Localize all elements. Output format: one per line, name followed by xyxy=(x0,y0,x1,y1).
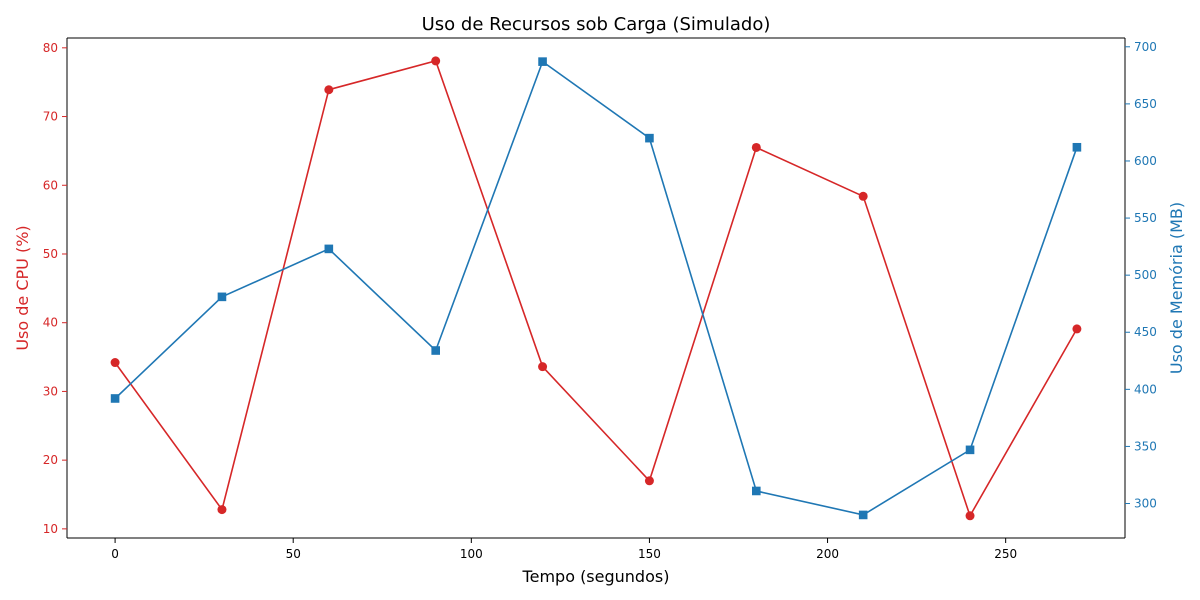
chart-title: Uso de Recursos sob Carga (Simulado) xyxy=(422,14,771,35)
x-axis-label: Tempo (segundos) xyxy=(522,567,670,586)
y-left-tick-label: 80 xyxy=(43,41,58,55)
cpu-data-point xyxy=(965,511,975,521)
memory-data-point xyxy=(965,445,975,455)
cpu-data-point xyxy=(644,476,654,486)
memory-series-line xyxy=(114,60,1078,516)
y-left-tick-label: 50 xyxy=(43,247,58,261)
y-left-tick-label: 60 xyxy=(43,178,58,192)
x-tick-label: 200 xyxy=(816,547,839,561)
x-tick-label: 100 xyxy=(460,547,483,561)
memory-data-point xyxy=(645,133,654,143)
cpu-data-point xyxy=(431,56,441,66)
y-left-tick-label: 30 xyxy=(43,384,58,398)
y-left-tick-label: 70 xyxy=(43,110,58,124)
y-right-tick-label: 300 xyxy=(1134,497,1157,511)
x-tick-label: 150 xyxy=(638,547,661,561)
y-right-tick-label: 550 xyxy=(1134,211,1157,225)
x-tick-label: 0 xyxy=(111,547,119,561)
y-right-tick-label: 400 xyxy=(1134,382,1157,396)
cpu-data-point xyxy=(1072,324,1082,334)
cpu-data-point xyxy=(110,358,120,368)
y-right-tick-label: 350 xyxy=(1134,439,1157,453)
x-tick-label: 250 xyxy=(994,547,1017,561)
x-tick-label: 50 xyxy=(286,547,301,561)
memory-data-point xyxy=(752,486,761,496)
y-right-tick-label: 450 xyxy=(1134,325,1157,339)
cpu-data-point xyxy=(858,191,868,201)
y-axis-right-label: Uso de Memória (MB) xyxy=(1167,202,1186,374)
memory-data-point xyxy=(110,394,120,403)
y-right-tick-label: 500 xyxy=(1134,268,1157,282)
memory-data-point xyxy=(431,346,440,355)
memory-data-point xyxy=(538,57,547,66)
y-right-tick-label: 650 xyxy=(1134,97,1157,111)
cpu-series-line xyxy=(114,59,1078,518)
memory-data-point xyxy=(324,244,334,254)
y-right-tick-label: 700 xyxy=(1134,40,1157,54)
cpu-data-point xyxy=(324,85,334,95)
memory-data-point xyxy=(217,292,227,302)
cpu-data-point xyxy=(217,505,227,515)
y-axis-left-label: Uso de CPU (%) xyxy=(13,225,32,350)
memory-data-point xyxy=(858,510,868,520)
y-left-tick-label: 20 xyxy=(43,453,58,467)
y-left-tick-label: 40 xyxy=(43,316,58,330)
y-right-tick-label: 600 xyxy=(1134,154,1157,168)
cpu-data-point xyxy=(538,362,548,372)
y-left-tick-label: 10 xyxy=(43,522,58,536)
memory-data-point xyxy=(1072,142,1082,152)
cpu-data-point xyxy=(751,142,761,152)
